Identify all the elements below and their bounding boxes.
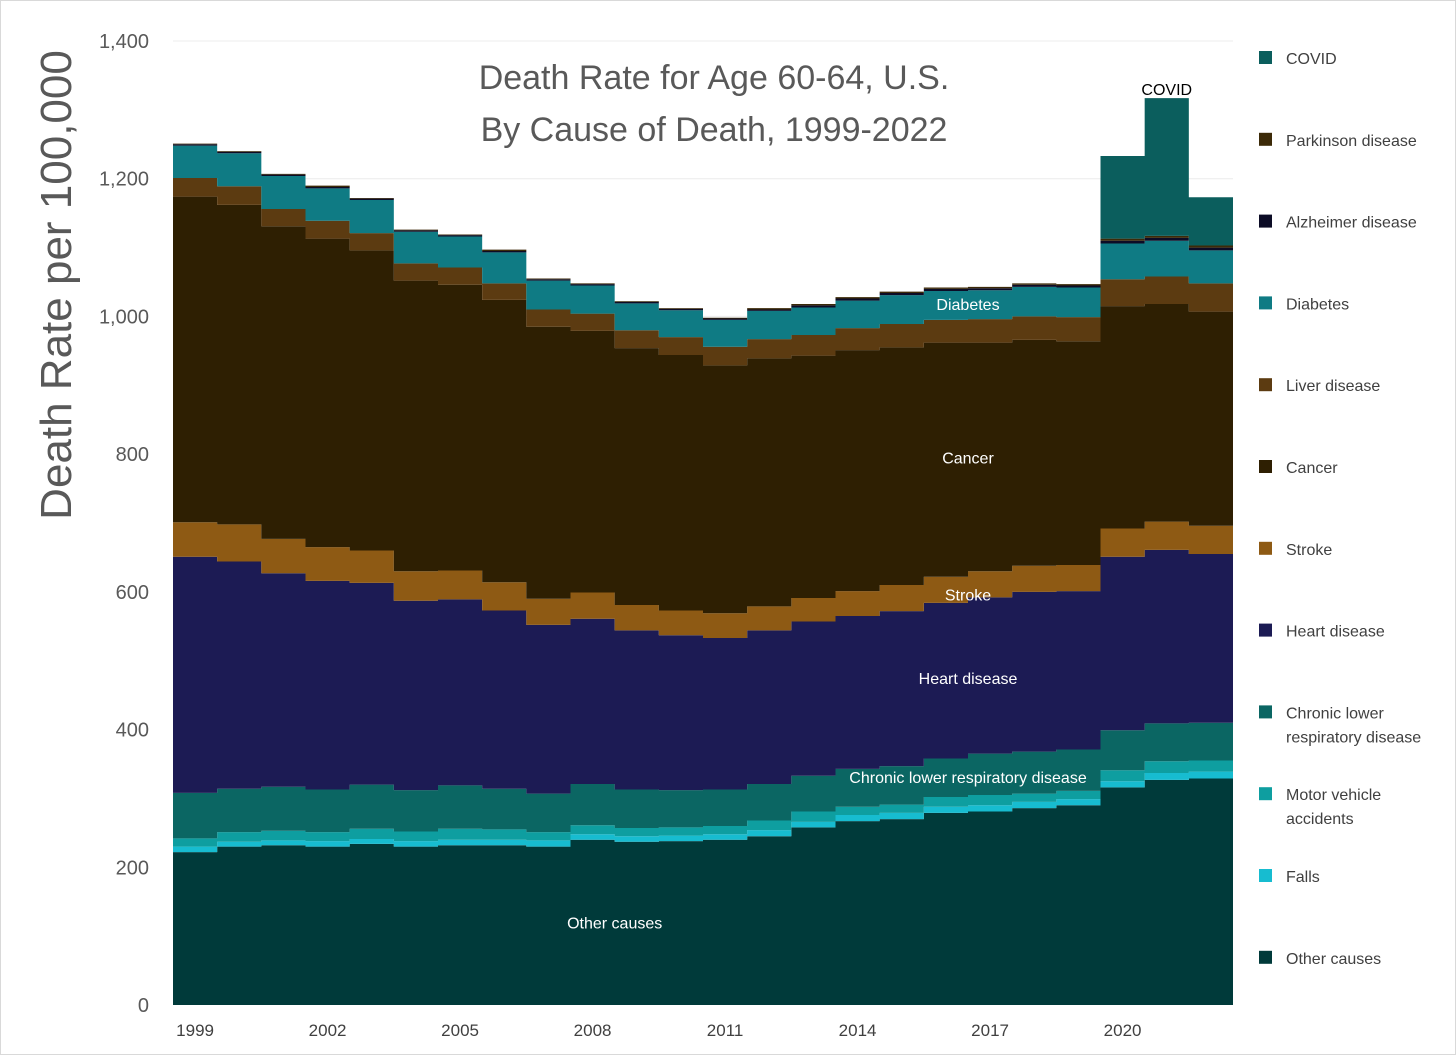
legend-swatch <box>1259 623 1272 637</box>
legend-label: Liver disease <box>1286 378 1380 395</box>
x-tick-label: 2020 <box>1104 1021 1142 1040</box>
y-tick-label: 200 <box>116 857 149 879</box>
legend-label: Falls <box>1286 869 1320 886</box>
y-tick-label: 1,000 <box>99 306 149 328</box>
legend-label: Other causes <box>1286 951 1381 968</box>
legend-label: Alzheimer disease <box>1286 215 1417 232</box>
legend-swatch <box>1259 950 1272 964</box>
x-tick-label: 2017 <box>971 1021 1009 1040</box>
legend-label: Cancer <box>1286 460 1338 477</box>
legend-label: Chronic lower respiratory disease <box>1286 705 1421 746</box>
x-tick-label: 2005 <box>441 1021 479 1040</box>
y-axis-ticks: 0 200 400 600 800 1,000 1,200 1,400 <box>99 31 149 1017</box>
legend-swatch <box>1259 132 1272 146</box>
legend-label: Motor vehicle accidents <box>1286 787 1381 828</box>
x-tick-label: 2011 <box>707 1021 744 1040</box>
legend-label: Parkinson disease <box>1286 133 1417 150</box>
legend-swatch <box>1259 705 1272 719</box>
y-axis-label: Death Rate per 100,000 <box>32 50 81 520</box>
legend-label: Stroke <box>1286 542 1332 559</box>
x-tick-label: 1999 <box>176 1021 214 1040</box>
area-cancer <box>173 196 1233 614</box>
x-tick-label: 2014 <box>839 1021 877 1040</box>
annotation-label: Diabetes <box>936 297 999 314</box>
y-tick-label: 1,400 <box>99 31 149 53</box>
legend-swatch <box>1259 296 1272 310</box>
area-stroke <box>173 521 1233 638</box>
legend-label: COVID <box>1286 51 1337 68</box>
legend-label: Heart disease <box>1286 624 1385 641</box>
legend-swatch <box>1259 51 1272 64</box>
area-other-causes <box>173 778 1233 1005</box>
legend-swatch <box>1259 460 1272 473</box>
legend-label: Diabetes <box>1286 296 1349 313</box>
area-falls <box>173 771 1233 853</box>
area-chronic-lower-respiratory-disease <box>173 722 1233 839</box>
annotation-label: COVID <box>1141 82 1192 99</box>
x-tick-label: 2008 <box>574 1021 612 1040</box>
legend-swatch <box>1259 214 1272 228</box>
y-tick-label: 400 <box>116 720 149 742</box>
area-diabetes <box>173 145 1233 347</box>
area-heart-disease <box>173 549 1233 794</box>
annotation-label: Heart disease <box>919 671 1018 688</box>
legend: COVID Parkinson disease Alzheimer disease D… <box>1259 51 1421 968</box>
x-tick-label: 2002 <box>309 1021 347 1040</box>
y-tick-label: 0 <box>138 995 149 1017</box>
y-tick-label: 600 <box>116 582 149 604</box>
legend-swatch <box>1259 787 1272 801</box>
chart-title: Death Rate for Age 60-64, U.S. <box>479 59 950 97</box>
area-motor-vehicle-accidents <box>173 760 1233 847</box>
annotation-label: Chronic lower respiratory disease <box>849 770 1087 787</box>
legend-swatch <box>1259 541 1272 555</box>
annotation-label: Cancer <box>942 451 994 468</box>
x-axis-ticks: 1999 2002 2005 2008 2011 2014 2017 2020 <box>176 1021 1141 1040</box>
stacked-areas <box>173 98 1233 1005</box>
annotation-label: Stroke <box>945 588 991 605</box>
y-tick-label: 800 <box>116 444 149 466</box>
legend-swatch <box>1259 869 1272 882</box>
in-chart-labels: Other causes Chronic lower respiratory di… <box>567 82 1192 932</box>
legend-swatch <box>1259 378 1272 392</box>
annotation-label: Other causes <box>567 915 662 932</box>
y-tick-label: 1,200 <box>99 169 149 191</box>
chart-subtitle: By Cause of Death, 1999-2022 <box>481 111 948 149</box>
